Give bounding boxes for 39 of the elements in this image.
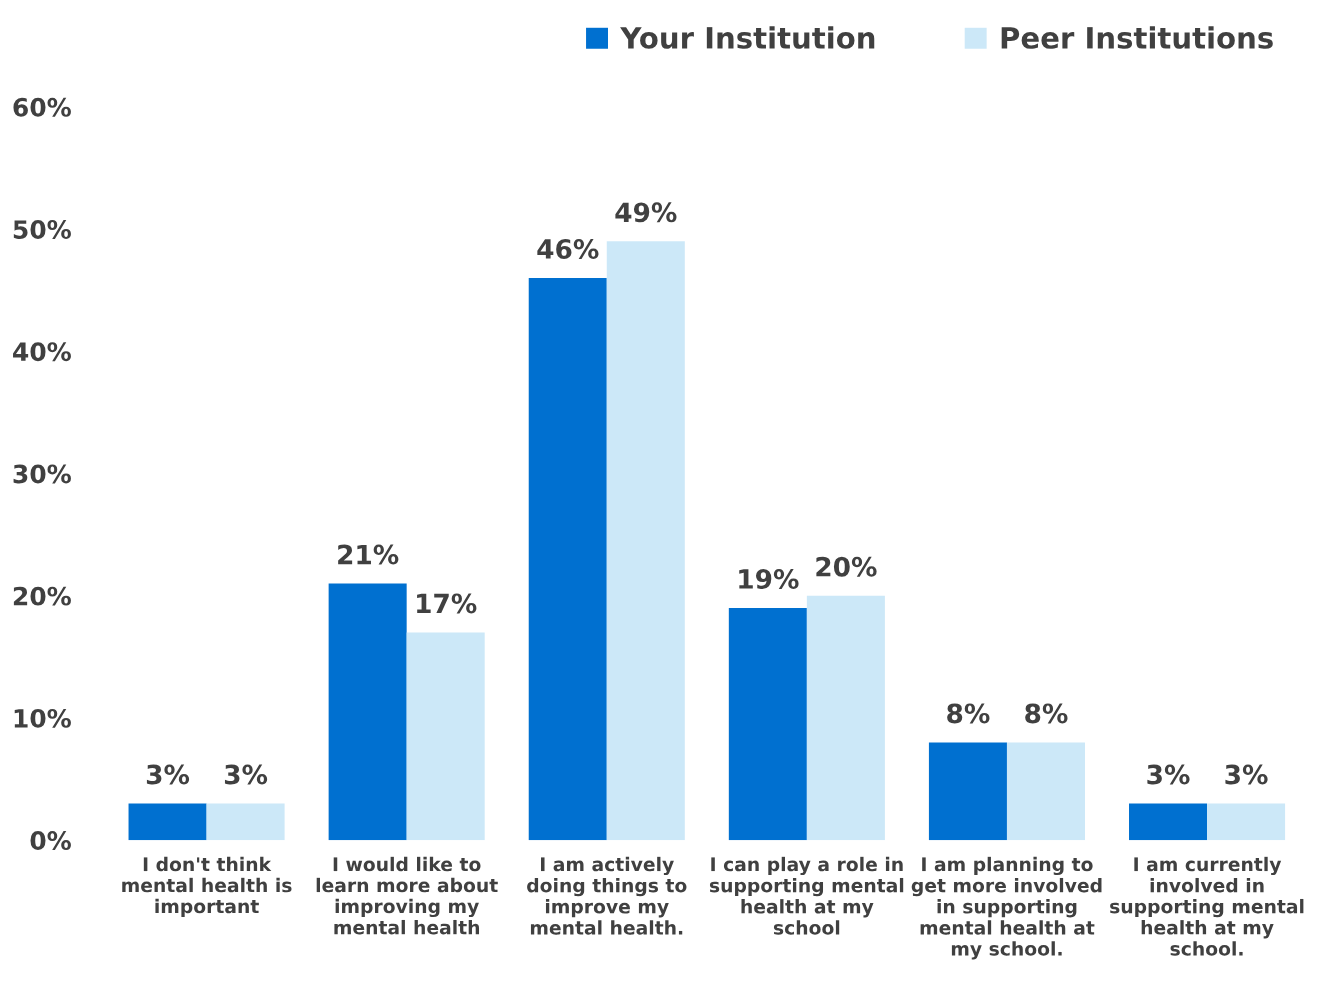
x-tick-label: I am planning to get more involved in supporting mental health at my school.	[911, 856, 1102, 960]
bar	[606, 241, 685, 841]
x-tick-label: I don't think mental health is important	[122, 856, 292, 917]
data-label: 8%	[947, 703, 990, 724]
bar	[806, 595, 885, 841]
data-label: 3%	[224, 764, 268, 785]
y-tick-label: 0%	[30, 831, 71, 851]
data-label: 20%	[816, 556, 877, 577]
data-label: 46%	[537, 239, 599, 259]
bar	[1129, 803, 1208, 841]
x-tick-label: I am currently involved in supporting mental health at my school.	[1110, 856, 1304, 956]
x-tick-label: I am actively doing things to improve my mental health.	[527, 856, 687, 935]
data-label: 19%	[739, 569, 799, 589]
y-tick-label: 50%	[13, 220, 71, 239]
bar	[528, 277, 607, 841]
bar	[1006, 742, 1085, 841]
data-label: 49%	[615, 202, 677, 223]
y-tick-label: 30%	[13, 464, 71, 484]
x-tick-label: I can play a role in supporting mental health at my school	[709, 856, 904, 935]
y-tick-label: 60%	[13, 97, 71, 117]
x-tick-label: I would like to learn more about improving my mental health	[316, 856, 498, 935]
data-label: 21%	[338, 544, 399, 565]
data-label: 17%	[417, 593, 477, 614]
bar	[206, 803, 285, 841]
data-label: 3%	[1147, 764, 1190, 785]
data-label: 8%	[1025, 703, 1068, 724]
bar	[1207, 803, 1286, 841]
legend-label: Your Institution	[620, 26, 875, 49]
bar	[928, 742, 1007, 841]
legend-label: Peer Institutions	[1001, 26, 1273, 49]
data-label: 3%	[146, 764, 190, 785]
y-tick-label: 20%	[13, 586, 71, 606]
y-tick-label: 40%	[13, 342, 71, 362]
bar	[728, 607, 807, 841]
y-tick-label: 10%	[14, 708, 71, 728]
bar	[328, 583, 407, 841]
bar	[406, 632, 485, 841]
data-label: 3%	[1225, 764, 1268, 785]
bar	[128, 803, 207, 841]
